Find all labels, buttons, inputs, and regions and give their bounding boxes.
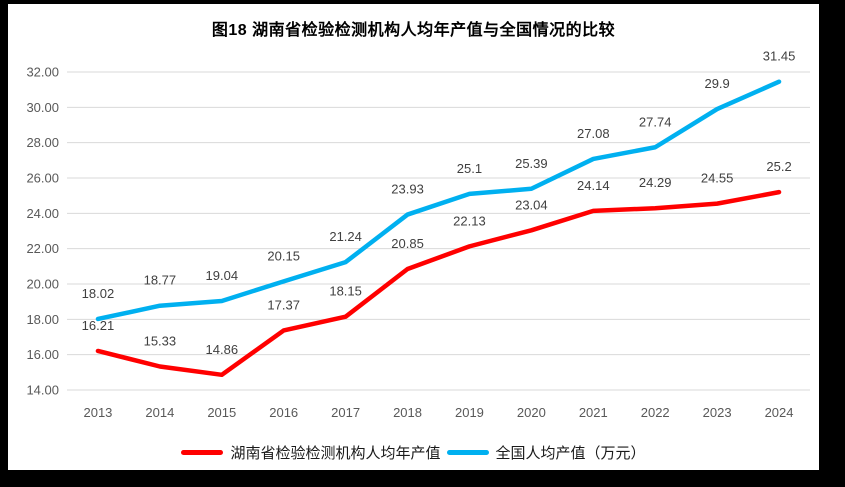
data-label-0: 22.13 (453, 213, 486, 228)
y-axis-tick-label: 30.00 (26, 100, 59, 115)
data-label-1: 18.02 (82, 286, 115, 301)
y-axis-tick-label: 28.00 (26, 135, 59, 150)
chart-title: 图18 湖南省检验检测机构人均年产值与全国情况的比较 (211, 22, 616, 39)
series-line-1 (95, 79, 782, 322)
chart-legend: 湖南省检验检测机构人均年产值 全国人均产值（万元） (8, 442, 819, 463)
line-chart-plot: 14.00 16.00 18.00 20.00 22.00 24.00 26.00 28.00… (26, 49, 810, 420)
data-label-0: 17.37 (267, 297, 300, 312)
data-label-0: 16.21 (82, 318, 115, 333)
x-axis-tick-label: 2021 (579, 405, 608, 420)
legend-line-red-swatch (181, 450, 224, 455)
y-axis-tick-label: 16.00 (26, 347, 59, 362)
data-label-0: 24.29 (639, 175, 672, 190)
x-axis-tick-label: 2020 (517, 405, 546, 420)
x-axis-tick-label: 2022 (641, 405, 670, 420)
y-axis-tick-label: 24.00 (26, 206, 59, 221)
data-label-1: 25.1 (457, 161, 482, 176)
data-label-1: 19.04 (206, 268, 239, 283)
y-axis-tick-label: 32.00 (26, 65, 59, 80)
data-label-0: 24.14 (577, 178, 610, 193)
data-label-0: 18.15 (329, 284, 362, 299)
data-label-0: 20.85 (391, 236, 424, 251)
x-axis-tick-label: 2019 (455, 405, 484, 420)
x-axis-tick-label: 2016 (269, 405, 298, 420)
data-label-1: 18.77 (144, 273, 177, 288)
y-axis-tick-label: 26.00 (26, 171, 59, 186)
data-label-0: 15.33 (144, 334, 177, 349)
data-label-0: 24.55 (701, 171, 734, 186)
y-axis-tick-label: 14.00 (26, 383, 59, 398)
legend-label-hunan: 湖南省检验检测机构人均年产值 (230, 445, 441, 462)
chart-page: 图18 湖南省检验检测机构人均年产值与全国情况的比较 14.00 16.00 18.… (8, 4, 819, 470)
x-axis-tick-label: 2014 (145, 405, 174, 420)
data-label-1: 21.24 (329, 229, 362, 244)
legend-line-blue-swatch (446, 450, 489, 455)
y-axis-tick-label: 22.00 (26, 241, 59, 256)
legend-item-national: 全国人均产值（万元） (446, 442, 646, 463)
data-label-1: 20.15 (267, 248, 300, 263)
x-axis-tick-label: 2018 (393, 405, 422, 420)
x-axis-tick-label: 2015 (207, 405, 236, 420)
data-label-1: 31.45 (763, 49, 796, 64)
data-label-1: 27.08 (577, 126, 610, 141)
data-label-0: 14.86 (206, 342, 239, 357)
data-label-1: 29.9 (704, 76, 729, 91)
x-axis-tick-label: 2023 (703, 405, 732, 420)
data-label-0: 23.04 (515, 197, 548, 212)
y-axis-tick-label: 20.00 (26, 277, 59, 292)
x-axis-tick-label: 2024 (765, 405, 794, 420)
x-axis-tick-label: 2013 (83, 405, 112, 420)
data-label-1: 23.93 (391, 182, 424, 197)
x-axis-tick-label: 2017 (331, 405, 360, 420)
data-label-1: 27.74 (639, 114, 672, 129)
y-axis-tick-label: 18.00 (26, 312, 59, 327)
data-label-1: 25.39 (515, 156, 548, 171)
series-line-0 (95, 189, 782, 378)
legend-label-national: 全国人均产值（万元） (495, 445, 646, 462)
data-label-0: 25.2 (766, 159, 791, 174)
legend-item-hunan: 湖南省检验检测机构人均年产值 (181, 442, 441, 463)
